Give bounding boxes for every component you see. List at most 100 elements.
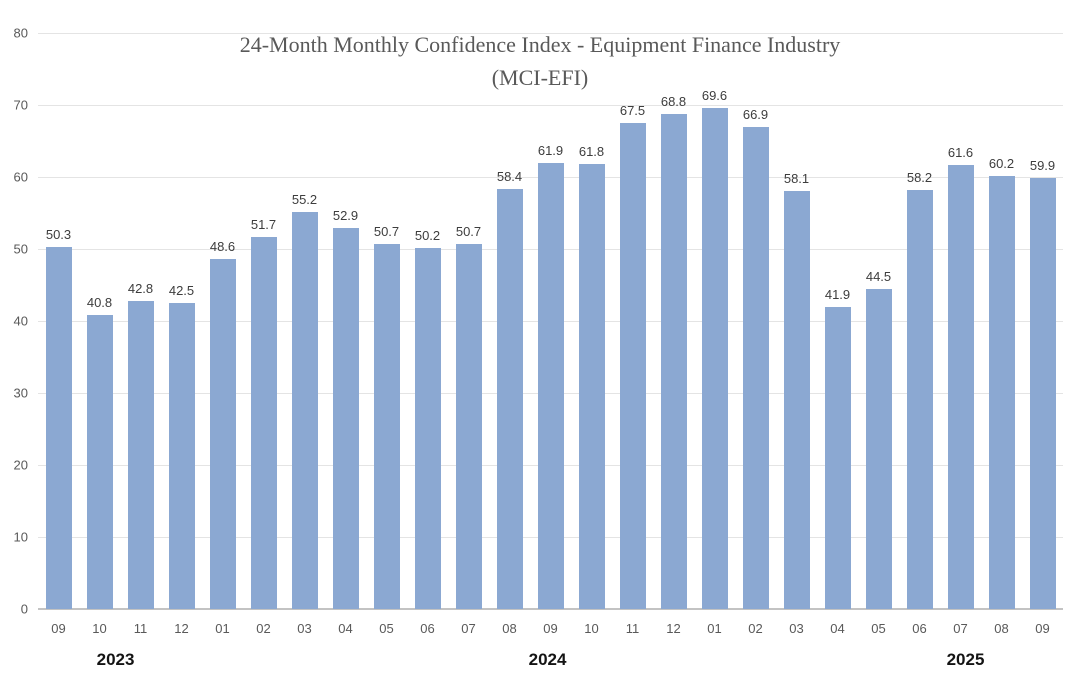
bar-9-month-06 <box>414 247 441 609</box>
y-tick-label-50: 50 <box>13 241 28 257</box>
bar-value-label: 59.9 <box>1029 157 1056 173</box>
bar-slot: 42.5 <box>161 33 202 609</box>
bar-value-label: 68.8 <box>660 93 687 109</box>
x-tick-label: 10 <box>584 621 599 636</box>
bar-value-label: 67.5 <box>619 103 646 118</box>
bar-3-month-12 <box>168 303 195 609</box>
y-tick-label-80: 80 <box>13 25 28 41</box>
bar-13-month-10 <box>578 164 605 609</box>
x-tick-label: 03 <box>789 621 804 636</box>
x-tick-label: 09 <box>543 621 558 636</box>
bar-slot: 61.9 <box>530 33 571 609</box>
bar-slot: 50.3 <box>38 33 79 609</box>
year-label-2023: 2023 <box>96 650 135 669</box>
bars-row: 50.3 40.8 42.8 42.5 48.6 51.7 55.2 52.9 50.7 50.2… <box>38 33 1063 609</box>
bar-slot: 58.2 <box>899 33 940 609</box>
bar-8-month-05 <box>373 243 400 609</box>
bar-slot: 66.9 <box>735 33 776 609</box>
bar-11-month-08 <box>496 188 523 609</box>
bar-15-month-12 <box>660 113 687 609</box>
chart-title-line1: 24-Month Monthly Confidence Index - Equi… <box>239 32 841 57</box>
bar-slot: 58.1 <box>776 33 817 609</box>
x-tick-label: 09 <box>1035 621 1050 636</box>
bar-value-label: 66.9 <box>742 107 769 123</box>
x-tick-label: 07 <box>461 621 476 636</box>
gridline-70 <box>38 105 1063 106</box>
bar-12-month-09 <box>537 163 564 609</box>
bar-slot: 60.2 <box>981 33 1022 609</box>
bar-value-label: 58.4 <box>496 168 523 184</box>
x-tick-label: 07 <box>953 621 968 636</box>
x-tick-label: 04 <box>830 621 845 636</box>
bar-value-label: 41.9 <box>824 287 851 303</box>
x-axis-line <box>38 608 1063 610</box>
bar-slot: 48.6 <box>202 33 243 609</box>
bar-slot: 59.9 <box>1022 33 1063 609</box>
bar-value-label: 50.7 <box>455 223 482 239</box>
chart-title: 24-Month Monthly Confidence Index - Equi… <box>0 28 1080 94</box>
bar-slot: 44.5 <box>858 33 899 609</box>
y-tick-label-0: 0 <box>20 601 28 617</box>
bar-16-month-01 <box>701 107 728 609</box>
bar-17-month-02 <box>742 127 769 609</box>
bar-5-month-02 <box>250 236 277 609</box>
bar-value-label: 48.6 <box>209 239 236 255</box>
bar-2-month-11 <box>127 300 154 609</box>
bar-value-label: 69.6 <box>701 87 728 103</box>
bar-23-month-08 <box>988 175 1015 609</box>
x-tick-label: 02 <box>748 621 763 636</box>
x-axis-year-labels: 2023 2024 2025 <box>0 650 1080 674</box>
bar-0-month-09 <box>45 246 72 609</box>
bar-slot: 50.7 <box>448 33 489 609</box>
bar-10-month-07 <box>455 243 482 609</box>
bar-1-month-10 <box>86 315 113 609</box>
bar-value-label: 58.1 <box>783 170 810 186</box>
x-tick-label: 12 <box>666 621 681 636</box>
x-tick-label: 06 <box>420 621 435 636</box>
bar-slot: 61.8 <box>571 33 612 609</box>
y-axis-labels: 0 10 20 30 40 50 60 70 80 <box>0 0 30 679</box>
x-tick-label: 01 <box>707 621 722 636</box>
x-tick-label: 09 <box>51 621 66 636</box>
bar-19-month-04 <box>824 307 851 609</box>
bar-14-month-11 <box>619 123 646 609</box>
bar-slot: 51.7 <box>243 33 284 609</box>
bar-slot: 52.9 <box>325 33 366 609</box>
y-tick-label-60: 60 <box>13 169 28 185</box>
x-tick-label: 05 <box>871 621 886 636</box>
x-tick-label: 11 <box>133 621 148 636</box>
chart-title-line2: (MCI-EFI) <box>491 65 589 90</box>
bar-value-label: 51.7 <box>250 216 277 232</box>
bar-slot: 50.7 <box>366 33 407 609</box>
bar-slot: 55.2 <box>284 33 325 609</box>
bar-value-label: 61.9 <box>537 143 564 159</box>
bar-value-label: 50.2 <box>414 227 441 243</box>
bar-slot: 68.8 <box>653 33 694 609</box>
x-tick-label: 12 <box>174 621 189 636</box>
bar-22-month-07 <box>947 165 974 609</box>
x-tick-label: 08 <box>994 621 1009 636</box>
bar-value-label: 60.2 <box>988 155 1015 171</box>
x-tick-label: 03 <box>297 621 312 636</box>
bar-slot: 41.9 <box>817 33 858 609</box>
bar-value-label: 42.5 <box>168 283 195 298</box>
bar-value-label: 55.2 <box>291 191 318 207</box>
x-tick-label: 04 <box>338 621 353 636</box>
y-tick-label-70: 70 <box>13 97 28 113</box>
bar-18-month-03 <box>783 190 810 609</box>
bar-20-month-05 <box>865 288 892 609</box>
bar-4-month-01 <box>209 259 236 609</box>
year-label-2024: 2024 <box>528 650 567 669</box>
bar-slot: 50.2 <box>407 33 448 609</box>
bar-value-label: 52.9 <box>332 208 359 224</box>
y-tick-label-30: 30 <box>13 385 28 401</box>
y-tick-label-10: 10 <box>13 529 28 545</box>
bar-slot: 40.8 <box>79 33 120 609</box>
x-tick-label: 10 <box>92 621 107 636</box>
bar-value-label: 42.8 <box>127 280 154 296</box>
x-tick-label: 02 <box>256 621 271 636</box>
bar-slot: 61.6 <box>940 33 981 609</box>
bar-slot: 67.5 <box>612 33 653 609</box>
plot-area: 50.3 40.8 42.8 42.5 48.6 51.7 55.2 52.9 50.7 50.2… <box>38 33 1063 610</box>
